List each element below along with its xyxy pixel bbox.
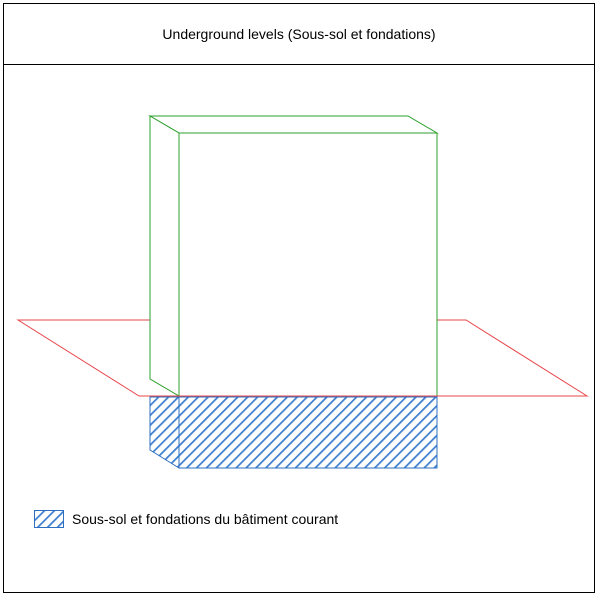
- legend: Sous-sol et fondations du bâtiment coura…: [34, 510, 338, 528]
- legend-label: Sous-sol et fondations du bâtiment coura…: [72, 511, 339, 527]
- basement-side-face: [149, 396, 180, 469]
- diagram-title: Underground levels (Sous-sol et fondatio…: [162, 26, 436, 42]
- building-side-face: [149, 115, 180, 397]
- building-top-face: [148, 115, 439, 134]
- diagram-frame: Underground levels (Sous-sol et fondatio…: [3, 3, 595, 593]
- basement-front-face: [178, 396, 438, 469]
- header: Underground levels (Sous-sol et fondatio…: [4, 4, 594, 65]
- building-front-face: [178, 132, 438, 397]
- legend-swatch-hatched-blue: [34, 510, 64, 528]
- basement-block: [149, 396, 438, 469]
- building-block: [148, 115, 439, 397]
